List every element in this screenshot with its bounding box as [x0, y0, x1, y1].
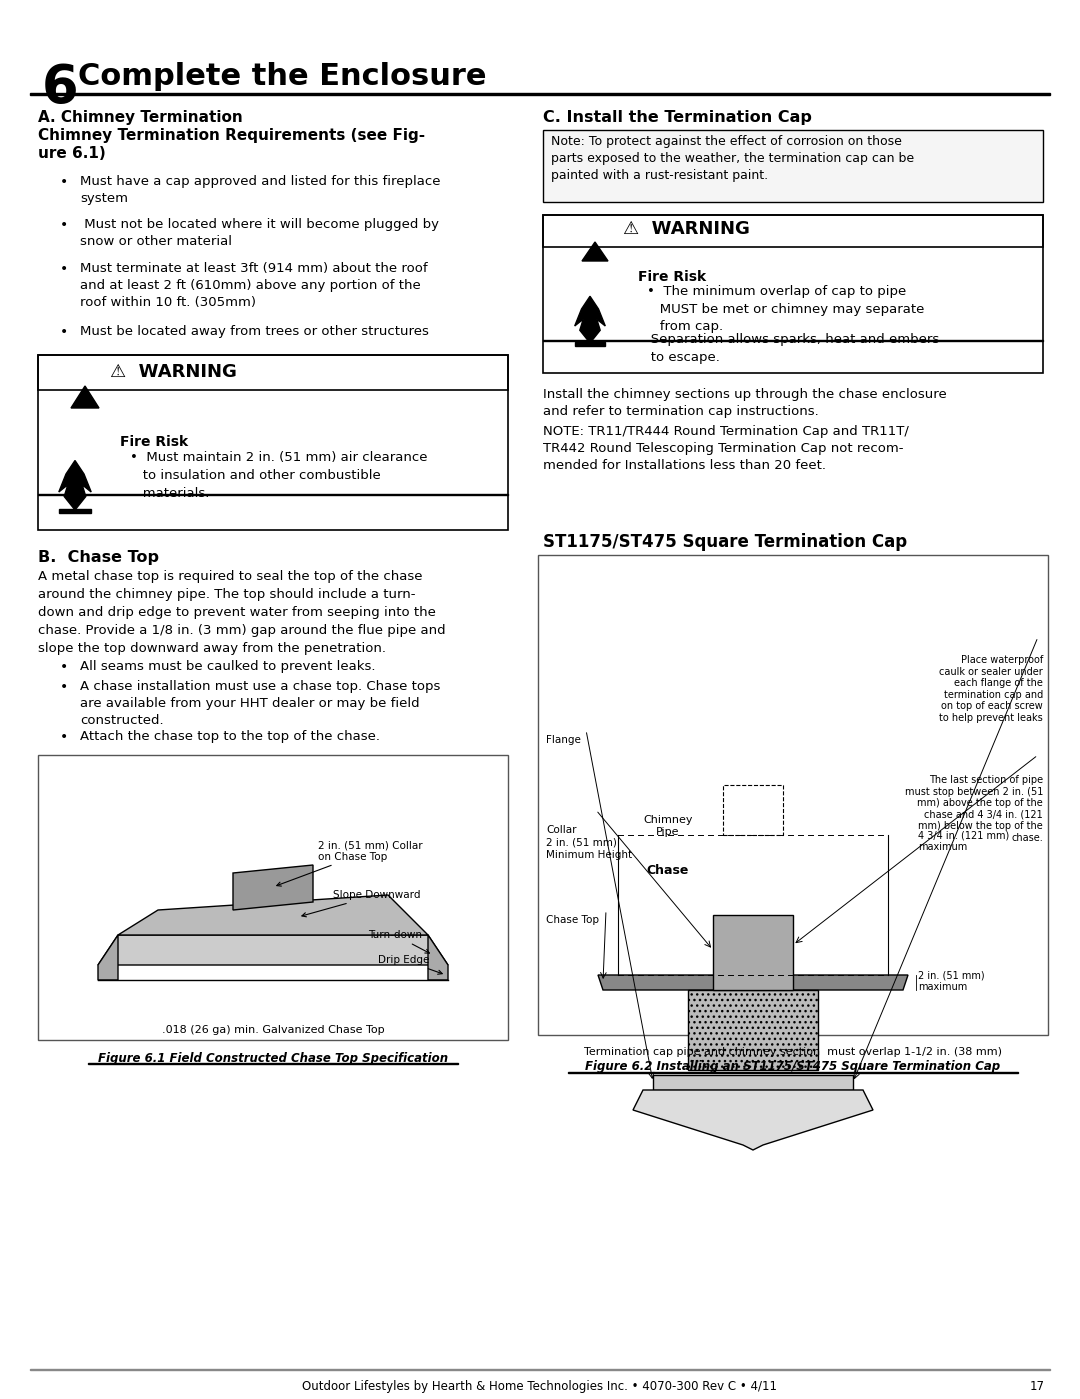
Text: •  The minimum overlap of cap to pipe
   MUST be met or chimney may separate
   : • The minimum overlap of cap to pipe MUS…	[647, 285, 924, 333]
Polygon shape	[428, 935, 448, 981]
Text: 6: 6	[42, 62, 79, 113]
Text: Collar
2 in. (51 mm)
Minimum Height: Collar 2 in. (51 mm) Minimum Height	[546, 825, 632, 860]
Text: Termination cap pipe and chimney section  must overlap 1-1/2 in. (38 mm): Termination cap pipe and chimney section…	[584, 1046, 1002, 1058]
Text: B.  Chase Top: B. Chase Top	[38, 550, 159, 565]
Text: Chimney Termination Requirements (see Fig-: Chimney Termination Requirements (see Fi…	[38, 127, 426, 143]
Polygon shape	[58, 460, 91, 511]
Text: Note: To protect against the effect of corrosion on those
parts exposed to the w: Note: To protect against the effect of c…	[551, 134, 914, 182]
Text: A. Chimney Termination: A. Chimney Termination	[38, 111, 243, 125]
Text: Must terminate at least 3ft (914 mm) about the roof
and at least 2 ft (610mm) ab: Must terminate at least 3ft (914 mm) abo…	[80, 262, 428, 309]
Bar	[38, 755, 508, 1039]
Text: •: •	[60, 262, 68, 276]
Text: Flange: Flange	[546, 734, 581, 746]
Bar	[30, 92, 1050, 95]
Text: •  Must maintain 2 in. (51 mm) air clearance
   to insulation and other combusti: • Must maintain 2 in. (51 mm) air cleara…	[130, 450, 428, 499]
Bar	[543, 215, 1043, 374]
Text: All seams must be caulked to prevent leaks.: All seams must be caulked to prevent lea…	[80, 660, 376, 673]
Text: 2 in. (51 mm)
maximum: 2 in. (51 mm) maximum	[918, 970, 985, 992]
Text: •: •	[60, 325, 68, 339]
Text: Must not be located where it will become plugged by
snow or other material: Must not be located where it will become…	[80, 218, 438, 248]
Text: Outdoor Lifestyles by Hearth & Home Technologies Inc. • 4070-300 Rev C • 4/11: Outdoor Lifestyles by Hearth & Home Tech…	[302, 1379, 778, 1393]
Text: C. Install the Termination Cap: C. Install the Termination Cap	[543, 111, 812, 125]
Polygon shape	[98, 935, 118, 981]
Text: Figure 6.2 Installing an ST1175/ST475 Square Termination Cap: Figure 6.2 Installing an ST1175/ST475 Sq…	[585, 1060, 1000, 1073]
Bar	[723, 785, 783, 835]
Text: Must be located away from trees or other structures: Must be located away from trees or other…	[80, 325, 429, 339]
Text: ⚠  WARNING: ⚠ WARNING	[623, 220, 750, 238]
Text: Fire Risk: Fire Risk	[638, 270, 706, 284]
Polygon shape	[98, 935, 448, 965]
Text: Chimney
Pipe: Chimney Pipe	[644, 816, 692, 837]
Text: ST1175/ST475 Square Termination Cap: ST1175/ST475 Square Termination Cap	[543, 533, 907, 551]
Text: Attach the chase top to the top of the chase.: Attach the chase top to the top of the c…	[80, 730, 380, 743]
Text: ⚠  WARNING: ⚠ WARNING	[110, 362, 237, 381]
Bar	[38, 355, 508, 530]
Text: Drip Edge: Drip Edge	[378, 956, 442, 974]
Bar	[58, 509, 91, 512]
Text: 17: 17	[1030, 1379, 1045, 1393]
Text: Slope Downward: Slope Downward	[302, 890, 420, 916]
Text: 4 3/4 in. (121 mm)
maximum: 4 3/4 in. (121 mm) maximum	[918, 830, 1009, 852]
Bar	[575, 343, 605, 346]
Text: Must have a cap approved and listed for this fireplace
system: Must have a cap approved and listed for …	[80, 175, 441, 206]
Polygon shape	[653, 1074, 853, 1090]
Bar	[713, 915, 793, 990]
Text: Complete the Enclosure: Complete the Enclosure	[78, 62, 486, 91]
Text: Chase Top: Chase Top	[546, 915, 599, 925]
Text: •: •	[60, 175, 68, 189]
Text: Place waterproof
caulk or sealer under
each flange of the
termination cap and
on: Place waterproof caulk or sealer under e…	[940, 655, 1043, 723]
Text: Chase: Chase	[647, 863, 689, 877]
Polygon shape	[582, 242, 608, 262]
Text: 2 in. (51 mm) Collar
on Chase Top: 2 in. (51 mm) Collar on Chase Top	[276, 839, 422, 886]
Text: NOTE: TR11/TR444 Round Termination Cap and TR11T/
TR442 Round Telescoping Termin: NOTE: TR11/TR444 Round Termination Cap a…	[543, 425, 909, 471]
Text: •: •	[60, 730, 68, 744]
Text: ure 6.1): ure 6.1)	[38, 145, 106, 161]
Bar	[543, 215, 1043, 248]
Text: •: •	[60, 218, 68, 232]
Polygon shape	[71, 386, 99, 409]
Bar	[538, 555, 1048, 1035]
Text: The last section of pipe
must stop between 2 in. (51
mm) above the top of the
ch: The last section of pipe must stop betwe…	[905, 775, 1043, 844]
Bar	[543, 130, 1043, 201]
Polygon shape	[118, 895, 428, 935]
Text: •: •	[60, 660, 68, 674]
Text: Fire Risk: Fire Risk	[120, 435, 188, 449]
Text: A chase installation must use a chase top. Chase tops
are available from your HH: A chase installation must use a chase to…	[80, 680, 441, 727]
Text: •: •	[60, 680, 68, 694]
Polygon shape	[688, 990, 818, 1070]
Text: Install the chimney sections up through the chase enclosure
and refer to termina: Install the chimney sections up through …	[543, 388, 947, 418]
Text: Figure 6.1 Field Constructed Chase Top Specification: Figure 6.1 Field Constructed Chase Top S…	[98, 1052, 448, 1065]
Polygon shape	[633, 1090, 873, 1150]
Polygon shape	[233, 865, 313, 909]
Text: Turn-down: Turn-down	[368, 930, 430, 953]
Text: Separation allows sparks, heat and embers
   to escape.: Separation allows sparks, heat and ember…	[638, 333, 940, 364]
Polygon shape	[575, 297, 605, 343]
Text: .018 (26 ga) min. Galvanized Chase Top: .018 (26 ga) min. Galvanized Chase Top	[162, 1025, 384, 1035]
Bar	[38, 355, 508, 390]
Text: A metal chase top is required to seal the top of the chase
around the chimney pi: A metal chase top is required to seal th…	[38, 569, 446, 655]
Polygon shape	[598, 975, 908, 990]
